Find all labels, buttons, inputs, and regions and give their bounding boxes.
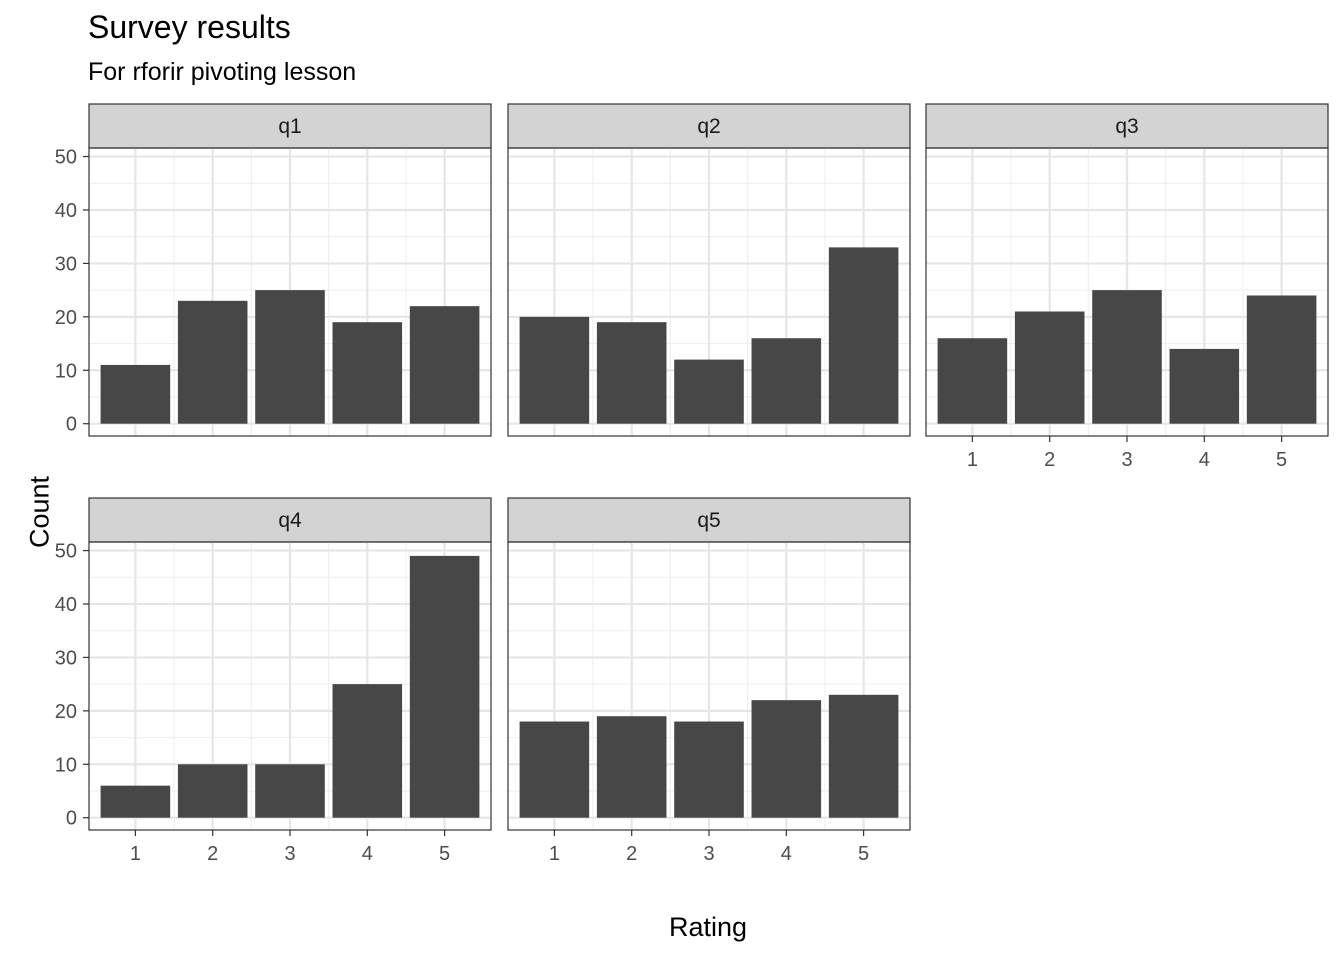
x-axis-label: Rating — [668, 912, 748, 942]
chart-title: Survey results — [88, 9, 291, 45]
y-tick-label: 0 — [66, 808, 77, 830]
facet-q5: q5 1 2 3 4 5 — [507, 497, 911, 865]
bar-q2-4 — [751, 338, 822, 424]
x-tick-label: 2 — [626, 843, 637, 865]
y-axis-label: Count — [24, 475, 55, 549]
panel-border — [88, 147, 492, 437]
y-tick-label: 40 — [55, 594, 77, 616]
y-tick-label: 0 — [66, 414, 77, 436]
facet-strip-label: q1 — [278, 115, 301, 138]
bar-q1-5 — [409, 306, 480, 424]
y-tick-label: 20 — [55, 701, 77, 723]
bar-q5-3 — [674, 721, 744, 818]
bar-q3-5 — [1246, 295, 1317, 424]
x-tick-label: 2 — [1044, 449, 1055, 471]
facet-q4: q4 0 10 20 30 40 50 1 2 3 4 5 — [55, 497, 492, 865]
facet-strip-label: q5 — [697, 509, 720, 532]
x-tick-label: 5 — [1276, 449, 1287, 471]
y-tick-label: 50 — [55, 147, 77, 169]
y-tick-label: 30 — [55, 647, 77, 669]
y-tick-label: 20 — [55, 307, 77, 329]
bar-q5-1 — [519, 721, 590, 818]
y-tick-label: 50 — [55, 541, 77, 563]
bar-q4-3 — [255, 764, 325, 818]
bar-q3-2 — [1014, 311, 1085, 424]
bar-q5-2 — [596, 716, 667, 818]
bar-q1-2 — [177, 300, 248, 424]
facet-q2: q2 — [507, 103, 911, 437]
bar-q4-5 — [409, 555, 480, 818]
chart-subtitle: For rforir pivoting lesson — [88, 58, 357, 86]
facet-strip — [507, 497, 911, 543]
x-tick-label: 3 — [284, 843, 295, 865]
panel-border — [507, 147, 911, 437]
bar-q2-5 — [828, 247, 899, 424]
bar-q1-1 — [100, 364, 171, 424]
y-tick-label: 30 — [55, 253, 77, 275]
bar-q2-3 — [674, 359, 744, 424]
facet-q1: q1 0 10 20 30 40 50 — [55, 103, 492, 437]
x-tick-label: 4 — [1199, 449, 1210, 471]
bar-q1-3 — [255, 290, 325, 424]
x-tick-label: 3 — [703, 843, 714, 865]
bar-q3-4 — [1169, 348, 1240, 424]
x-tick-label: 5 — [439, 843, 450, 865]
bar-q1-4 — [332, 322, 403, 424]
x-tick-label: 1 — [549, 843, 560, 865]
x-tick-label: 2 — [207, 843, 218, 865]
facet-strip-label: q2 — [697, 115, 720, 138]
bar-q4-4 — [332, 684, 403, 818]
x-tick-label: 3 — [1121, 449, 1132, 471]
x-tick-label: 4 — [362, 843, 373, 865]
bar-q4-2 — [177, 764, 248, 818]
y-tick-label: 10 — [55, 360, 77, 382]
facet-strip-label: q4 — [278, 509, 302, 532]
x-tick-label: 4 — [781, 843, 792, 865]
y-tick-label: 40 — [55, 200, 77, 222]
facet-strip — [925, 103, 1329, 149]
bar-q3-3 — [1092, 290, 1162, 424]
bar-q5-5 — [828, 694, 899, 818]
bar-q3-1 — [937, 338, 1008, 424]
bar-q2-2 — [596, 322, 667, 424]
y-tick-label: 10 — [55, 754, 77, 776]
facet-strip-label: q3 — [1115, 115, 1138, 138]
bar-q5-4 — [751, 700, 822, 818]
x-tick-label: 5 — [858, 843, 869, 865]
bar-q2-1 — [519, 316, 590, 424]
facet-q3: q3 1 2 3 4 5 — [925, 103, 1329, 471]
facet-strip — [88, 497, 492, 543]
x-tick-label: 1 — [967, 449, 978, 471]
x-tick-label: 1 — [130, 843, 141, 865]
bar-q4-1 — [100, 785, 171, 818]
facet-strip — [507, 103, 911, 149]
